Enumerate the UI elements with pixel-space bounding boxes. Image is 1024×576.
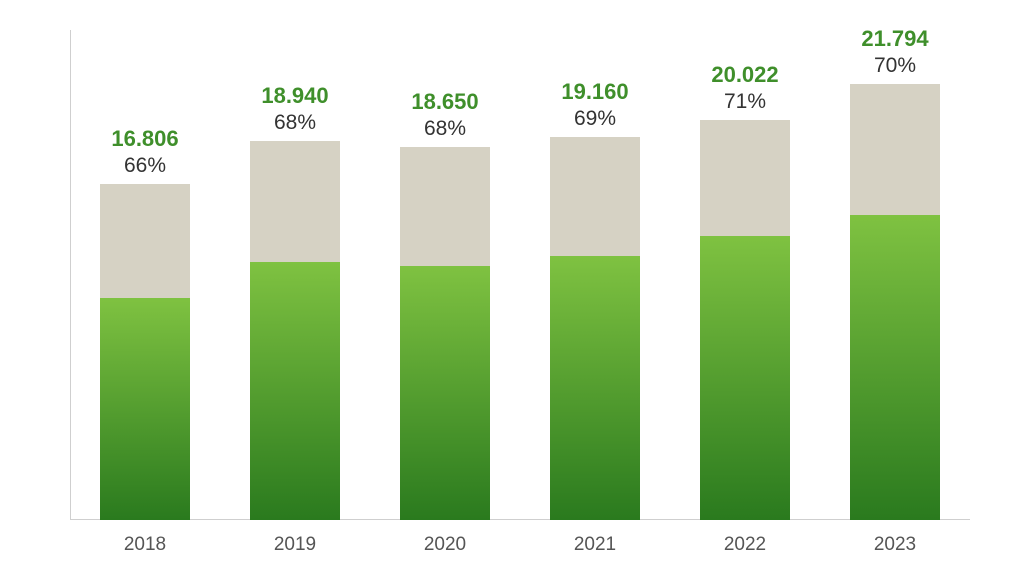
x-label-2022: 2022: [665, 534, 825, 556]
bar-2020-grey: [400, 147, 490, 266]
pct-label-2018: 66%: [65, 154, 225, 178]
bar-2021-grey: [550, 137, 640, 256]
bar-2018: [100, 184, 190, 520]
value-label-2023: 21.794: [815, 26, 975, 52]
value-label-2018: 16.806: [65, 126, 225, 152]
bar-2019-green: [250, 262, 340, 520]
bar-2021: [550, 137, 640, 520]
stacked-bar-chart: 16.806 18.940 18.650 19.160 20.022 21.79…: [0, 0, 1024, 576]
pct-label-2023: 70%: [815, 54, 975, 78]
value-label-2021: 19.160: [515, 79, 675, 105]
x-label-2019: 2019: [215, 534, 375, 556]
pct-label-2021: 69%: [515, 107, 675, 131]
bar-2018-green: [100, 298, 190, 520]
value-label-2022: 20.022: [665, 62, 825, 88]
bar-2022: [700, 120, 790, 520]
bar-2019: [250, 141, 340, 520]
pct-label-2022: 71%: [665, 90, 825, 114]
bar-2020-green: [400, 266, 490, 520]
x-axis-line: [70, 519, 970, 520]
x-label-2021: 2021: [515, 534, 675, 556]
bar-2021-green: [550, 256, 640, 520]
pct-label-2019: 68%: [215, 111, 375, 135]
bar-2022-grey: [700, 120, 790, 236]
value-label-2020: 18.650: [365, 89, 525, 115]
bar-2019-grey: [250, 141, 340, 262]
bar-2018-grey: [100, 184, 190, 298]
bar-2023-green: [850, 215, 940, 520]
plot-area: 16.806 18.940 18.650 19.160 20.022 21.79…: [70, 30, 970, 520]
y-axis-line: [70, 30, 71, 520]
x-label-2018: 2018: [65, 534, 225, 556]
bar-2023: [850, 84, 940, 520]
value-label-2019: 18.940: [215, 83, 375, 109]
x-label-2023: 2023: [815, 534, 975, 556]
x-label-2020: 2020: [365, 534, 525, 556]
bar-2023-grey: [850, 84, 940, 215]
bar-2020: [400, 147, 490, 520]
pct-label-2020: 68%: [365, 117, 525, 141]
bar-2022-green: [700, 236, 790, 520]
